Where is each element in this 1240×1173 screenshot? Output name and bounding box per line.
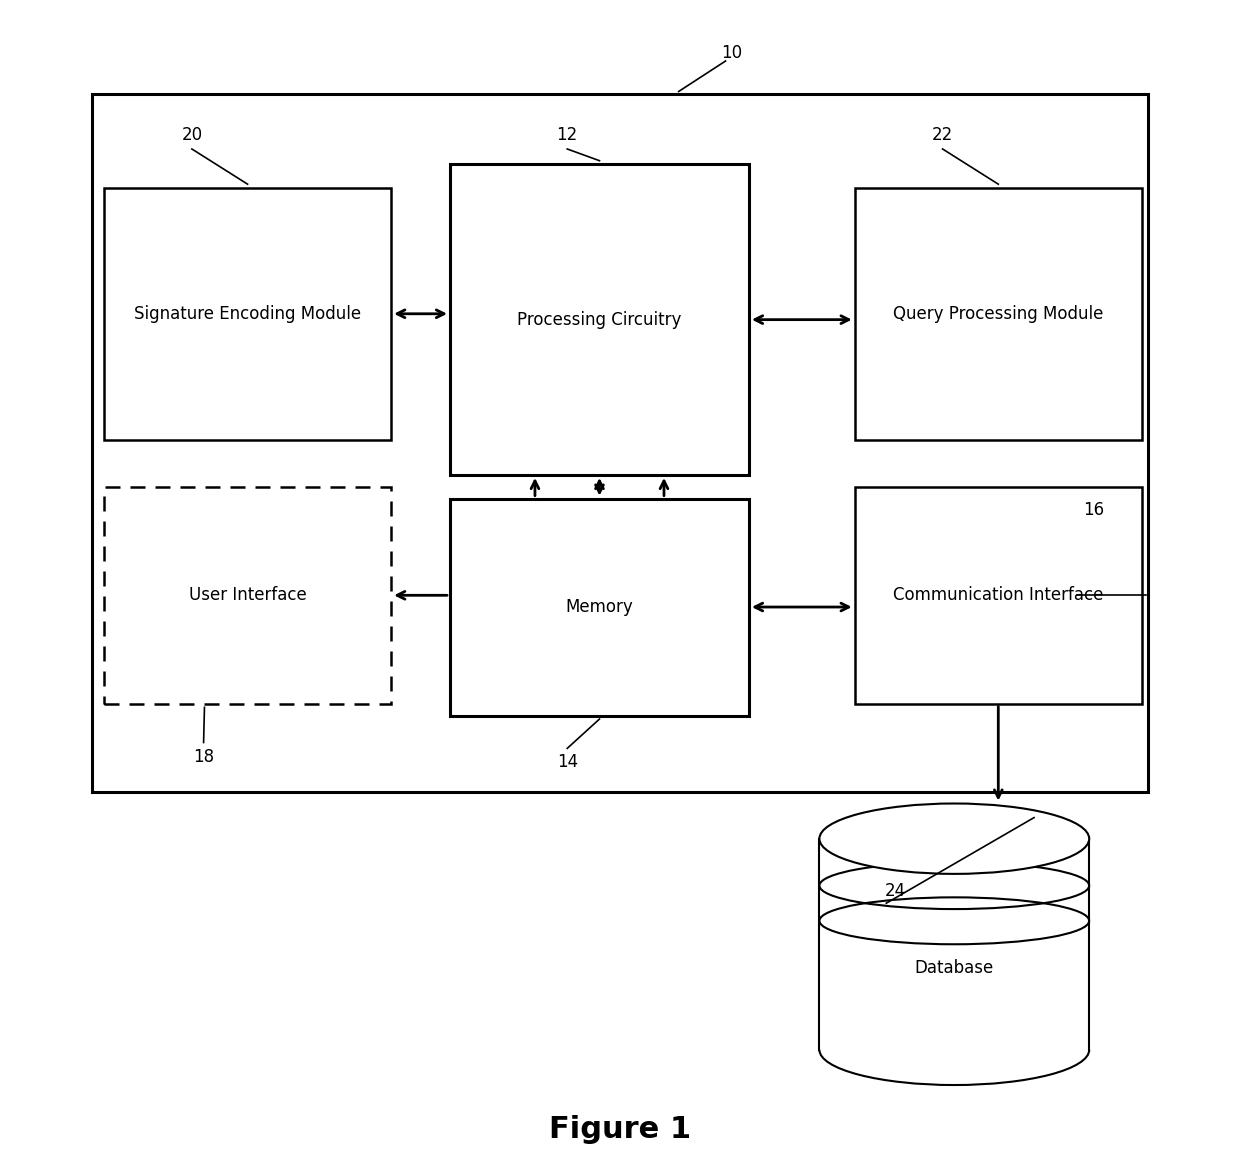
Bar: [104, 487, 392, 704]
Bar: [450, 499, 749, 716]
Text: 14: 14: [557, 753, 578, 772]
Text: Figure 1: Figure 1: [549, 1114, 691, 1144]
Bar: [92, 94, 1148, 792]
Text: Database: Database: [915, 958, 994, 977]
Bar: [854, 188, 1142, 440]
Text: User Interface: User Interface: [188, 586, 306, 604]
Text: 10: 10: [720, 43, 742, 62]
Text: 16: 16: [1084, 501, 1105, 520]
Text: 12: 12: [557, 126, 578, 144]
Text: 20: 20: [181, 126, 202, 144]
Text: Query Processing Module: Query Processing Module: [893, 305, 1104, 323]
Bar: [820, 839, 1089, 1050]
Text: 24: 24: [885, 882, 906, 901]
Text: Communication Interface: Communication Interface: [893, 586, 1104, 604]
Text: Processing Circuitry: Processing Circuitry: [517, 311, 682, 328]
Text: 22: 22: [932, 126, 954, 144]
Bar: [854, 487, 1142, 704]
Text: 18: 18: [193, 747, 215, 766]
Bar: [104, 188, 392, 440]
Text: Memory: Memory: [565, 598, 634, 616]
Bar: [450, 164, 749, 475]
Text: Signature Encoding Module: Signature Encoding Module: [134, 305, 361, 323]
Ellipse shape: [820, 804, 1089, 874]
